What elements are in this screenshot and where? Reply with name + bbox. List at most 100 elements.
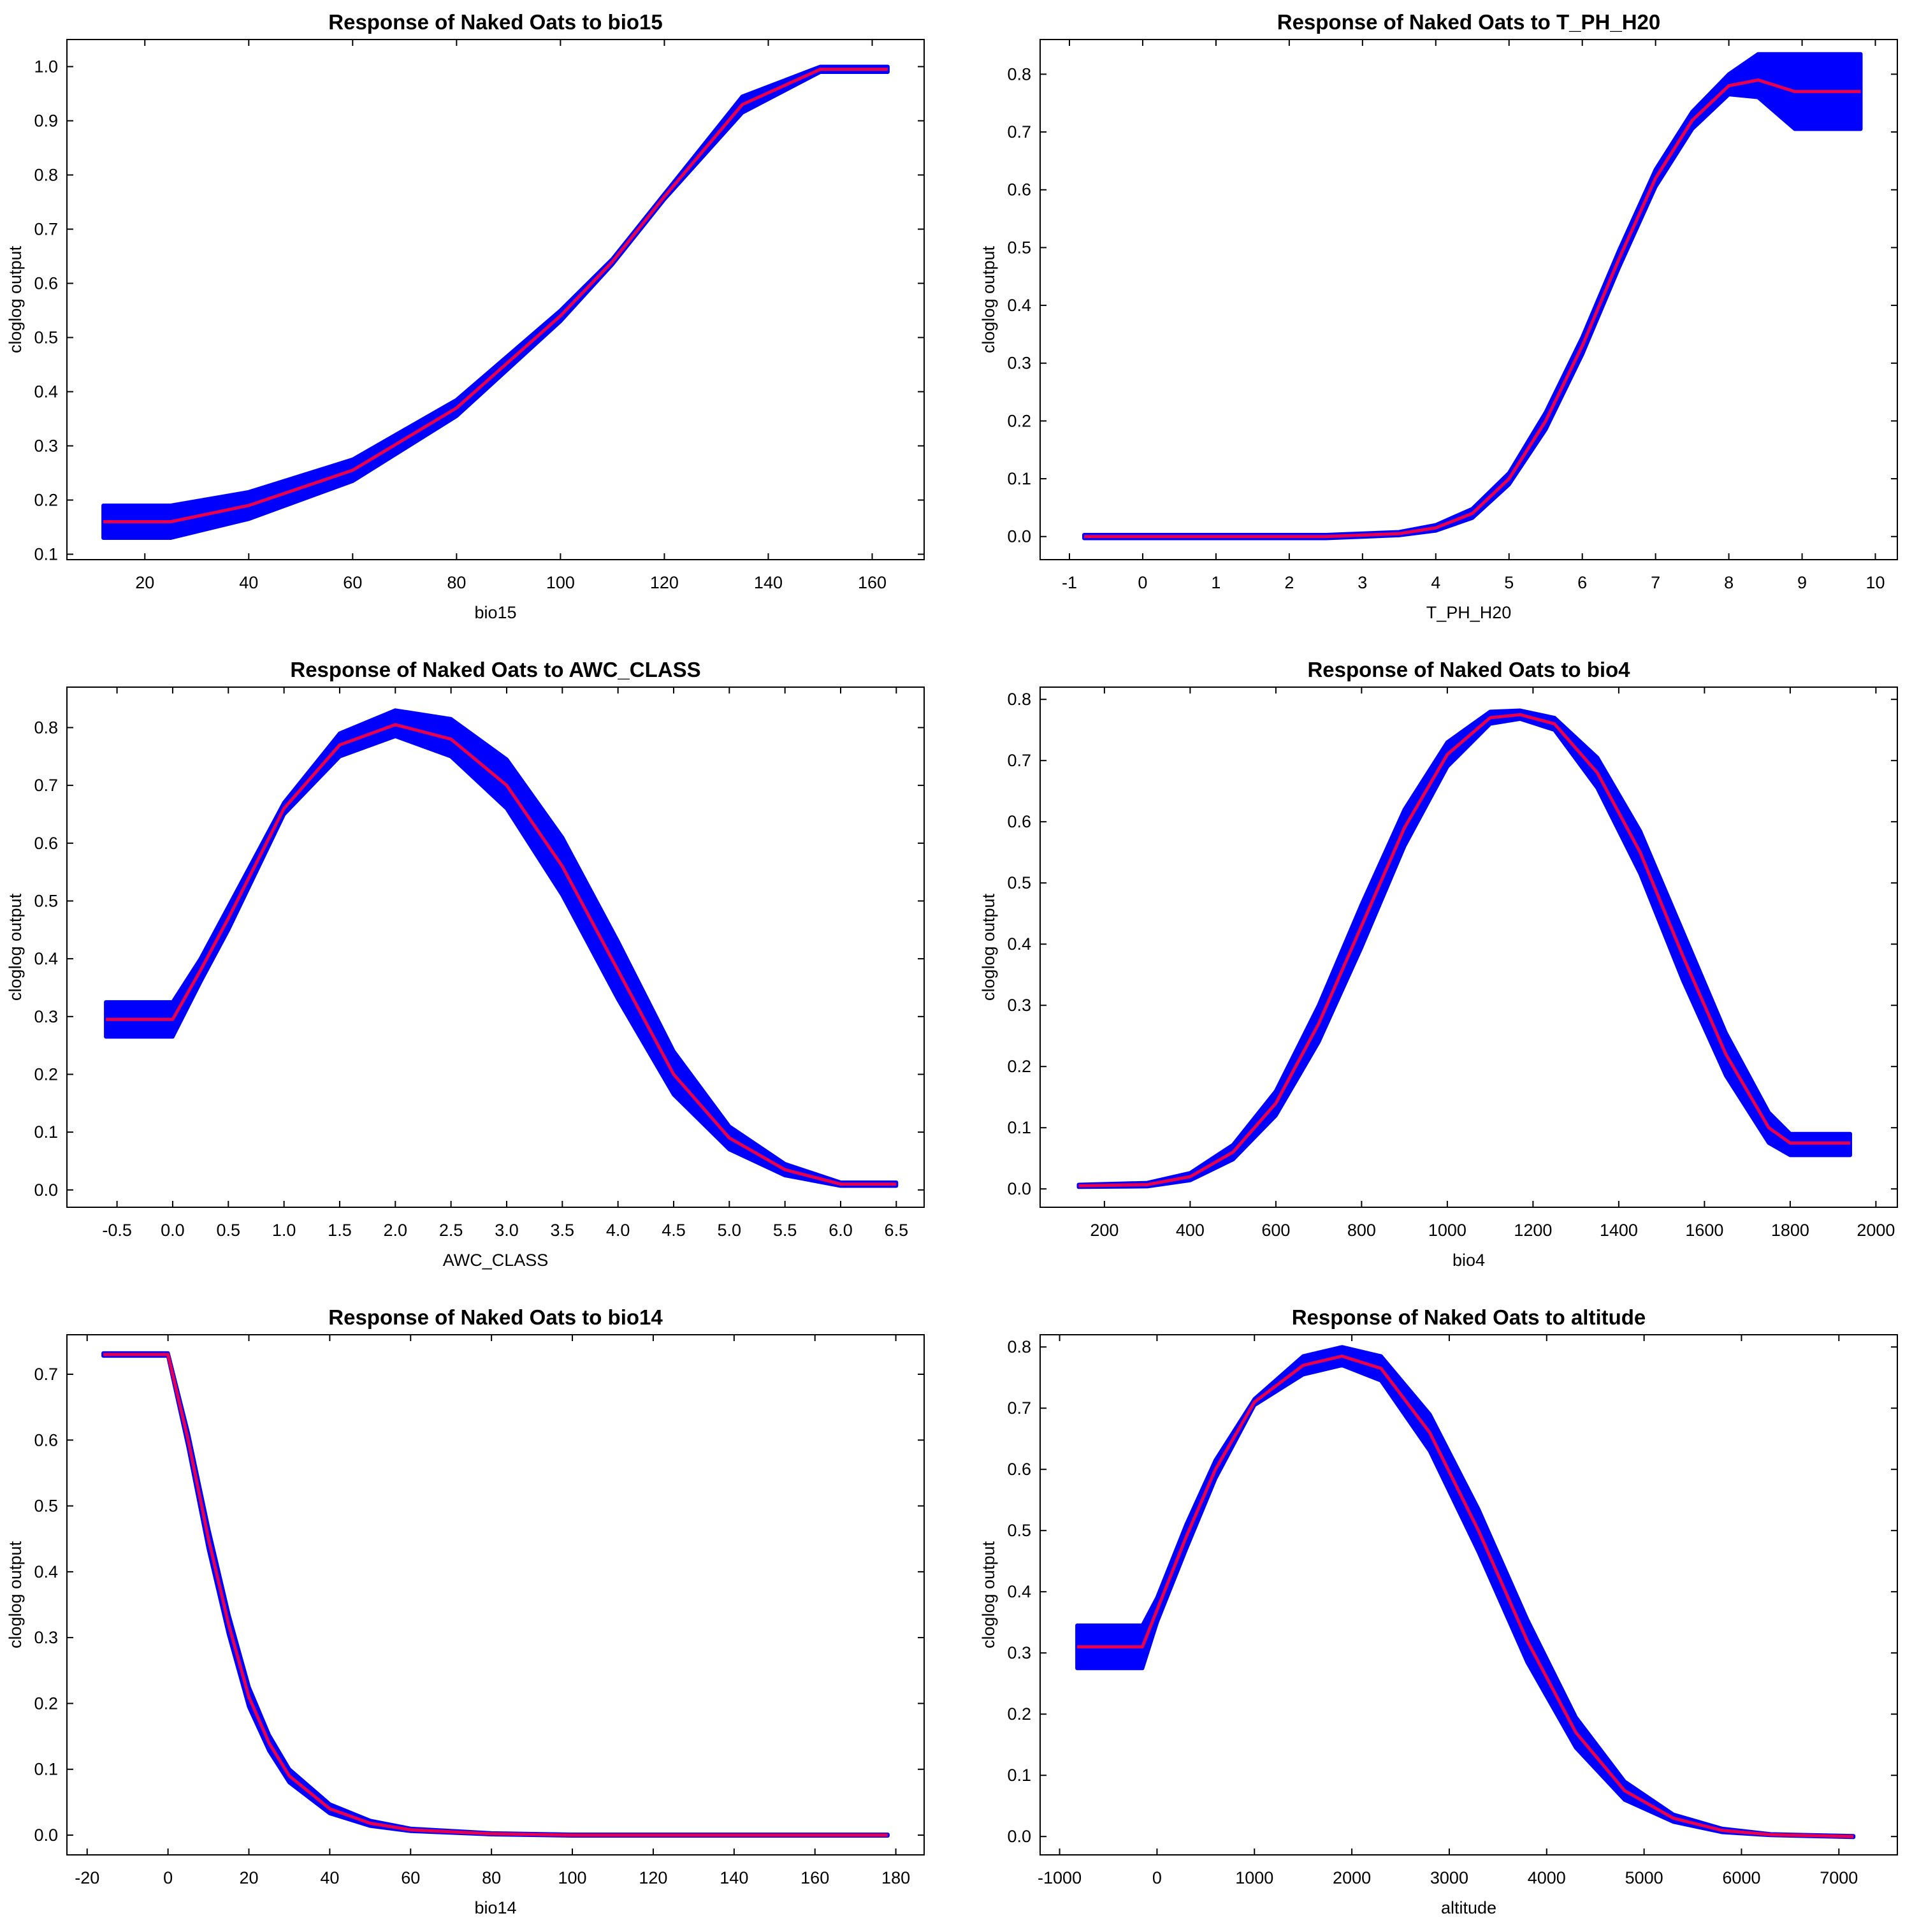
y-tick-label: 0.1: [1007, 469, 1031, 488]
y-tick-label: 0.5: [1007, 238, 1031, 257]
x-tick-label: 2000: [1857, 1221, 1895, 1240]
x-tick-label: 140: [720, 1868, 748, 1887]
x-tick-label: 1000: [1428, 1221, 1467, 1240]
y-tick-label: 0.7: [34, 776, 58, 795]
y-tick-label: 0.7: [1007, 122, 1031, 142]
chart-title: Response of Naked Oats to bio4: [1307, 658, 1630, 681]
y-tick-label: 0.5: [34, 891, 58, 910]
mean-response-line: [106, 723, 897, 1186]
x-axis-label: bio4: [1452, 1251, 1485, 1270]
y-tick-label: 0.3: [34, 1007, 58, 1026]
x-tick-label: 7000: [1820, 1868, 1858, 1887]
x-tick-label: 160: [800, 1868, 829, 1887]
x-tick-label: 1000: [1235, 1868, 1273, 1887]
x-tick-label: 5.0: [718, 1221, 742, 1240]
x-tick-label: 1.5: [328, 1221, 352, 1240]
y-tick-label: 0.3: [1007, 1643, 1031, 1662]
x-axis-label: T_PH_H20: [1426, 603, 1512, 622]
x-tick-label: 60: [343, 573, 362, 592]
y-tick-label: 0.2: [1007, 411, 1031, 430]
mean-response-line: [103, 68, 888, 523]
x-axis-label: bio15: [474, 603, 516, 622]
x-tick-label: 0.0: [161, 1221, 185, 1240]
chart-panel-1: 20 40 60 80 100 120 140 160 0.1 0.2 0.3 0.4 0.5 0.6 0.…: [6, 10, 925, 622]
y-axis-label: cloglog output: [979, 245, 998, 353]
x-tick-label: 3000: [1430, 1868, 1468, 1887]
x-tick-label: -1: [1062, 573, 1077, 592]
y-tick-label: 0.2: [34, 1694, 58, 1713]
x-tick-label: 600: [1261, 1221, 1290, 1240]
chart-title: Response of Naked Oats to altitude: [1292, 1305, 1646, 1329]
x-tick-label: 5000: [1625, 1868, 1663, 1887]
x-tick-label: 0: [1138, 573, 1147, 592]
x-tick-label: 80: [447, 573, 466, 592]
x-tick-label: 800: [1347, 1221, 1376, 1240]
y-tick-label: 0.0: [1007, 1179, 1031, 1198]
plot-frame: [66, 39, 925, 560]
y-tick-label: 0.3: [34, 1628, 58, 1647]
x-tick-label: 140: [754, 573, 783, 592]
y-tick-label: 0.5: [34, 1497, 58, 1516]
x-tick-label: 4000: [1528, 1868, 1566, 1887]
y-tick-label: 0.7: [34, 220, 58, 239]
y-tick-label: 0.1: [34, 1122, 58, 1142]
y-tick-label: 0.6: [1007, 812, 1031, 831]
mean-response-line: [1084, 78, 1861, 539]
x-axis-label: bio14: [474, 1898, 516, 1917]
y-tick-label: 0.8: [34, 166, 58, 185]
mean-response-line: [1078, 713, 1850, 1188]
x-tick-label: 10: [1865, 573, 1885, 592]
x-tick-label: 6.0: [829, 1221, 853, 1240]
mean-response-line: [103, 1353, 888, 1837]
y-tick-label: 0.0: [34, 1180, 58, 1200]
x-tick-label: 180: [881, 1868, 910, 1887]
y-tick-label: 0.4: [1007, 1582, 1031, 1601]
x-tick-label: 2.0: [384, 1221, 408, 1240]
y-tick-label: 0.4: [1007, 934, 1031, 954]
y-tick-label: 0.8: [1007, 64, 1031, 84]
x-tick-label: 40: [320, 1868, 339, 1887]
x-tick-label: 3.0: [495, 1221, 519, 1240]
y-tick-label: 0.8: [1007, 1337, 1031, 1356]
x-tick-label: 7: [1651, 573, 1660, 592]
chart-title: Response of Naked Oats to bio14: [328, 1305, 663, 1329]
x-tick-label: 4: [1431, 573, 1440, 592]
y-tick-label: 0.6: [1007, 180, 1031, 200]
x-tick-label: 80: [482, 1868, 501, 1887]
x-tick-label: 2.5: [439, 1221, 463, 1240]
chart-panel-3: -0.5 0.0 0.5 1.0 1.5 2.0 2.5 3.0 3.5 4.0 4.5 5.0 5.5…: [6, 658, 925, 1270]
y-tick-label: 0.7: [1007, 1398, 1031, 1418]
chart-panel-4: 200 400 600 800 1000 1200 1400 1600 1800 2000 0.0 0…: [979, 658, 1898, 1270]
plot-frame: [1039, 39, 1898, 560]
x-tick-label: 1400: [1600, 1221, 1638, 1240]
x-tick-label: 6000: [1722, 1868, 1760, 1887]
chart-title: Response of Naked Oats to T_PH_H20: [1277, 10, 1661, 34]
y-tick-label: 0.4: [34, 1562, 58, 1581]
y-tick-label: 0.3: [34, 437, 58, 456]
x-tick-label: 5: [1504, 573, 1514, 592]
mean-response-line: [1077, 1355, 1854, 1838]
x-tick-label: 100: [546, 573, 575, 592]
chart-panel-2: -1 0 1 2 3 4 5 6 7 8 9 10 0.0 0.1 0.2 0.3 0.4 0.5 0.6 0.7 0.…: [979, 10, 1898, 622]
x-tick-label: 120: [639, 1868, 667, 1887]
x-tick-label: 1200: [1514, 1221, 1552, 1240]
y-tick-label: 0.4: [34, 382, 58, 402]
y-tick-label: 0.3: [1007, 354, 1031, 373]
x-tick-label: 5.5: [773, 1221, 797, 1240]
y-tick-label: 0.4: [1007, 296, 1031, 315]
confidence-band: [104, 708, 899, 1188]
x-tick-label: 400: [1176, 1221, 1205, 1240]
x-tick-label: -20: [75, 1868, 99, 1887]
x-tick-label: 20: [239, 1868, 258, 1887]
chart-title: Response of Naked Oats to AWC_CLASS: [290, 658, 700, 681]
x-tick-label: 6.5: [885, 1221, 909, 1240]
x-tick-label: 1600: [1685, 1221, 1723, 1240]
y-tick-label: 0.0: [34, 1826, 58, 1845]
x-tick-label: 0: [163, 1868, 173, 1887]
confidence-band: [101, 64, 890, 540]
y-tick-label: 0.1: [34, 545, 58, 564]
y-tick-label: 0.6: [34, 1430, 58, 1449]
y-axis-label: cloglog output: [979, 1541, 998, 1648]
x-tick-label: 1.0: [272, 1221, 296, 1240]
plot-frame: [1039, 686, 1898, 1208]
